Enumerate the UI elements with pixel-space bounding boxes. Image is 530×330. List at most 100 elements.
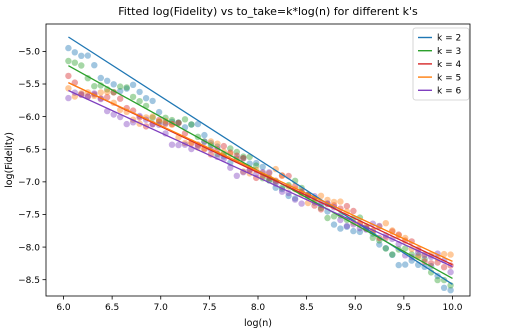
data-point bbox=[343, 222, 351, 230]
fit-line-layer bbox=[68, 36, 453, 285]
data-point bbox=[324, 196, 331, 204]
data-point bbox=[136, 98, 143, 105]
data-point bbox=[181, 116, 189, 123]
data-point bbox=[253, 162, 260, 169]
legend-label: k = 3 bbox=[437, 47, 461, 57]
data-point bbox=[117, 83, 124, 90]
data-point bbox=[434, 276, 441, 284]
data-point bbox=[389, 251, 396, 258]
data-point bbox=[298, 200, 305, 207]
data-point bbox=[291, 195, 299, 202]
data-point bbox=[194, 120, 202, 128]
x-tick-label: 8.5 bbox=[299, 303, 313, 313]
data-point bbox=[382, 245, 389, 252]
data-point bbox=[162, 130, 169, 137]
legend-label: k = 5 bbox=[437, 73, 461, 83]
y-tick-label: −7.5 bbox=[18, 211, 40, 221]
legend-box bbox=[412, 27, 470, 101]
data-point bbox=[227, 145, 234, 152]
data-point bbox=[402, 245, 409, 252]
x-tick-label: 7.0 bbox=[154, 303, 169, 313]
y-tick-label: −6.0 bbox=[18, 113, 40, 123]
data-point bbox=[123, 84, 130, 91]
data-point bbox=[447, 268, 454, 276]
data-point bbox=[337, 198, 344, 205]
data-point bbox=[278, 188, 286, 195]
data-point bbox=[110, 89, 117, 96]
scatter-layer bbox=[65, 44, 454, 294]
y-tick-label: −7.0 bbox=[18, 178, 40, 188]
data-point bbox=[142, 95, 150, 102]
y-tick-label: −8.0 bbox=[18, 243, 40, 253]
data-point bbox=[291, 196, 299, 203]
data-point bbox=[117, 95, 124, 102]
x-tick-label: 9.0 bbox=[348, 303, 363, 313]
legend-label: k = 2 bbox=[437, 34, 461, 44]
data-point bbox=[337, 225, 344, 232]
data-point bbox=[233, 148, 240, 156]
x-tick-label: 8.0 bbox=[251, 303, 266, 313]
data-point bbox=[129, 81, 137, 89]
data-point bbox=[155, 116, 163, 124]
data-point bbox=[317, 192, 325, 199]
data-point bbox=[78, 52, 85, 59]
data-point bbox=[188, 121, 195, 128]
legend-label: k = 6 bbox=[437, 87, 461, 97]
data-point bbox=[65, 94, 72, 102]
y-tick-label: −5.5 bbox=[18, 80, 40, 90]
data-point bbox=[65, 85, 72, 92]
data-point bbox=[266, 169, 273, 176]
data-point bbox=[162, 120, 169, 128]
data-point bbox=[149, 113, 156, 120]
data-point bbox=[389, 251, 396, 258]
x-tick-label: 10.0 bbox=[442, 303, 462, 313]
data-point bbox=[175, 119, 182, 126]
data-point bbox=[110, 81, 117, 88]
data-point bbox=[421, 255, 428, 263]
data-point bbox=[84, 52, 92, 59]
chart-title: Fitted log(Fidelity) vs to_take=k*log(n)… bbox=[118, 5, 418, 18]
data-point bbox=[240, 153, 247, 160]
data-point bbox=[175, 141, 182, 149]
x-axis-label: log(n) bbox=[244, 318, 272, 329]
data-point bbox=[110, 111, 117, 118]
data-point bbox=[104, 94, 111, 101]
data-point bbox=[168, 141, 176, 148]
data-point bbox=[155, 118, 163, 125]
x-axis-ticks: 6.0 6.5 7.0 7.5 8.0 8.5 9.0 9.5 10.0 bbox=[56, 296, 463, 313]
data-point bbox=[447, 251, 454, 258]
y-tick-label: −8.5 bbox=[18, 276, 40, 286]
data-point bbox=[71, 59, 79, 66]
data-point bbox=[447, 287, 454, 294]
data-point bbox=[123, 85, 130, 92]
data-point bbox=[233, 172, 240, 179]
data-point bbox=[162, 119, 169, 126]
data-point bbox=[149, 114, 156, 121]
data-point bbox=[402, 261, 409, 268]
data-point bbox=[427, 260, 435, 267]
data-point bbox=[337, 216, 344, 224]
data-point bbox=[168, 121, 176, 128]
y-tick-label: −6.5 bbox=[18, 145, 40, 155]
data-point bbox=[104, 77, 111, 85]
fit-line bbox=[68, 89, 453, 268]
x-tick-label: 7.5 bbox=[202, 303, 216, 313]
data-point bbox=[272, 165, 279, 173]
data-point bbox=[78, 90, 85, 97]
data-point bbox=[240, 155, 247, 162]
data-point bbox=[395, 261, 402, 269]
fit-line bbox=[68, 82, 453, 262]
data-point bbox=[382, 220, 389, 227]
data-point bbox=[149, 97, 156, 105]
data-point bbox=[356, 228, 364, 236]
data-point bbox=[78, 62, 85, 69]
data-point bbox=[201, 131, 208, 139]
y-tick-label: −5.0 bbox=[18, 48, 40, 58]
legend-label: k = 4 bbox=[437, 60, 461, 70]
data-point bbox=[97, 74, 105, 82]
data-point bbox=[317, 206, 325, 213]
data-point bbox=[220, 142, 227, 150]
data-point bbox=[155, 108, 163, 116]
data-point bbox=[440, 284, 448, 291]
